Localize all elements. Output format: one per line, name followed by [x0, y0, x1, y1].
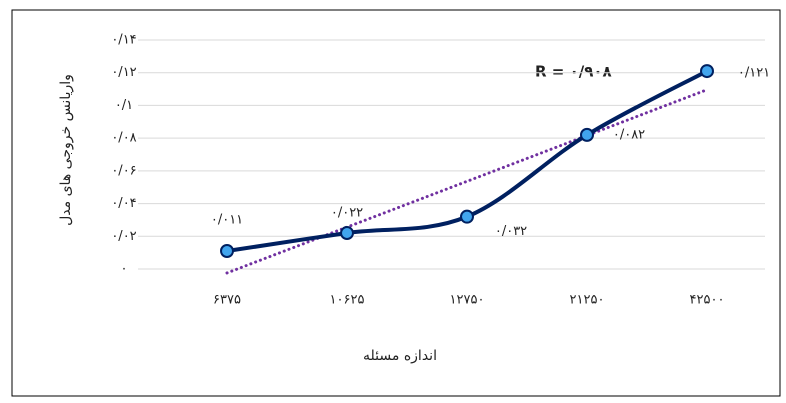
marker: [700, 64, 714, 79]
x-tick-label: ۶۳۷۵: [213, 293, 241, 308]
y-tick-label: ۰/۰۴: [111, 196, 136, 211]
x-tick-label: ۲۱۲۵۰: [570, 293, 605, 308]
y-tick-label: ۰/۱۴: [111, 33, 136, 48]
y-tick-label: ۰/۰۸: [111, 131, 136, 146]
y-tick-label: ۰/۱: [115, 98, 133, 113]
marker: [580, 127, 594, 142]
y-tick-label: ۰/۱۲: [111, 65, 136, 80]
data-label: ۰/۰۲۲: [331, 206, 363, 221]
x-tick-label: ۱۰۶۲۵: [330, 293, 365, 308]
data-label: ۰/۰۱۱: [211, 213, 243, 228]
data-label: ۰/۱۲۱: [738, 66, 770, 81]
x-tick-label: ۴۲۵۰۰: [690, 293, 725, 308]
y-tick-label: ۰/۰۶: [111, 163, 136, 178]
marker: [460, 209, 474, 224]
annotation: R = ۰/۹۰۸: [535, 63, 612, 81]
data-label: ۰/۰۸۲: [613, 127, 645, 142]
x-tick-label: ۱۲۷۵۰: [450, 293, 485, 308]
y-tick-label: ۰/۰۲: [111, 229, 136, 244]
marker: [340, 226, 354, 241]
marker: [220, 244, 234, 259]
y-axis-label: واریانس خروجی های مدل: [58, 74, 74, 226]
chart-frame: [11, 9, 781, 397]
x-axis-label: اندازه مسئله: [363, 348, 437, 364]
data-label: ۰/۰۳۲: [495, 224, 527, 239]
trendline: [225, 88, 709, 275]
y-tick-label: ۰: [121, 262, 128, 277]
